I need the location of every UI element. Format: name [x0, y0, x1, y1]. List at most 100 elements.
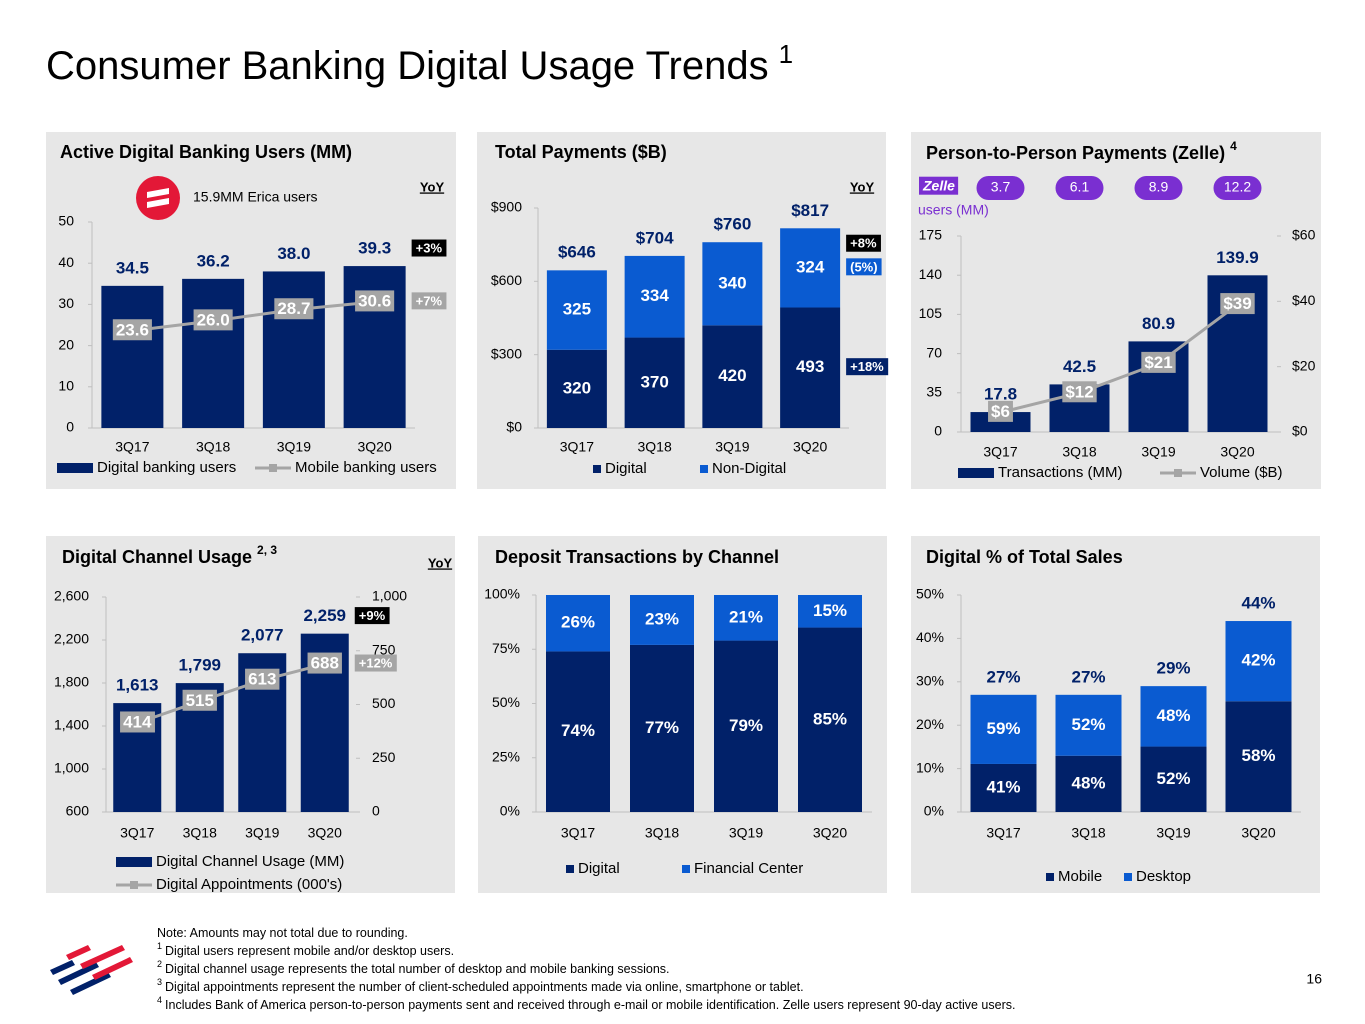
legend-marker: [269, 464, 277, 472]
bar: [182, 278, 245, 428]
line-value-label: 26.0: [197, 310, 230, 329]
y-tick-label: 40%: [916, 629, 944, 645]
legend-label: Digital: [578, 860, 620, 877]
x-tick-label: 3Q20: [1220, 444, 1254, 460]
y-tick-label: 75%: [492, 640, 520, 656]
x-tick-label: 3Q19: [729, 825, 763, 841]
y-tick-label: 0: [66, 419, 74, 435]
legend-swatch: [700, 465, 708, 473]
x-tick-label: 3Q18: [196, 439, 230, 455]
y-tick-label: 2,600: [54, 588, 89, 604]
y-tick-label: $300: [491, 345, 522, 361]
x-tick-label: 3Q19: [245, 825, 279, 841]
x-tick-label: 3Q20: [793, 439, 827, 455]
y2-tick-label: 750: [372, 641, 396, 657]
legend-swatch: [958, 468, 994, 478]
users-pill: [1134, 176, 1183, 200]
segment-value-label: 21%: [729, 607, 763, 626]
legend-label: Financial Center: [694, 860, 803, 877]
legend-label: Mobile banking users: [295, 459, 437, 476]
y-tick-label: 70: [926, 344, 942, 360]
y-tick-label: 35: [926, 384, 942, 400]
chart-title: Person-to-Person Payments (Zelle) 4: [926, 139, 1237, 163]
segment-value-label: 41%: [986, 777, 1020, 796]
chart-title-text: Digital Channel Usage: [62, 547, 252, 567]
y-tick-label: 140: [919, 266, 943, 282]
line: [1000, 303, 1239, 414]
users-value: 12.2: [1224, 179, 1251, 195]
x-tick-label: 3Q19: [1156, 825, 1190, 841]
y-tick-label: 0%: [500, 803, 520, 819]
x-tick-label: 3Q17: [115, 439, 149, 455]
line-value-label: 688: [311, 654, 339, 673]
line-label-box: [307, 652, 342, 674]
footnote-marker: 2: [157, 959, 162, 969]
segment-value-label: 23%: [645, 609, 679, 628]
legend-swatch: [1046, 873, 1054, 881]
segment-value-label: 77%: [645, 718, 679, 737]
legend-label: Desktop: [1136, 868, 1191, 885]
y-tick-label: 0%: [924, 803, 944, 819]
bar-segment: [970, 763, 1037, 812]
yoy-label: +7%: [416, 293, 443, 308]
erica-icon: [136, 176, 180, 220]
bar-segment: [546, 270, 607, 350]
y-tick-label: 20: [58, 336, 74, 352]
y-tick-label: 40: [58, 254, 74, 270]
legend-marker: [1174, 469, 1182, 477]
bar: [262, 271, 325, 428]
yoy-box: [354, 654, 397, 672]
legend-marker: [130, 881, 138, 889]
line: [132, 300, 375, 333]
bar-value-label: 80.9: [1142, 314, 1175, 333]
y2-tick-label: $0: [1292, 423, 1308, 439]
x-tick-label: 3Q18: [638, 439, 672, 455]
yoy-label: +3%: [416, 241, 443, 256]
line-label-box: [193, 309, 233, 331]
y2-tick-label: $60: [1292, 227, 1316, 243]
y-tick-label: 50%: [492, 694, 520, 710]
line-value-label: 414: [123, 712, 152, 731]
footnote-text: Digital users represent mobile and/or de…: [165, 944, 454, 958]
legend-label: Digital Appointments (000's): [156, 876, 342, 893]
bar-value-label: 1,613: [116, 676, 159, 695]
y2-tick-label: 0: [372, 803, 380, 819]
bar-value-label: 36.2: [197, 251, 230, 270]
y-tick-label: 10: [58, 378, 74, 394]
bar-value-label: 39.3: [358, 239, 391, 258]
segment-value-label: 325: [563, 300, 591, 319]
yoy-box: [846, 358, 889, 376]
segment-value-label: 48%: [1156, 706, 1190, 725]
bar-segment: [714, 640, 778, 812]
y-tick-label: 0: [934, 423, 942, 439]
line-label-box: [1141, 351, 1176, 373]
users-value: 6.1: [1070, 179, 1090, 195]
bar-segment: [1140, 746, 1207, 812]
segment-value-label: 370: [640, 372, 668, 391]
segment-value-label: 79%: [729, 716, 763, 735]
yoy-box: [846, 234, 881, 252]
y2-tick-label: $40: [1292, 292, 1316, 308]
users-pill: [976, 176, 1025, 200]
chart-title: Active Digital Banking Users (MM): [60, 142, 352, 162]
zelle-logo-box: [919, 176, 959, 195]
x-tick-label: 3Q20: [308, 825, 342, 841]
bar: [343, 266, 406, 428]
y-tick-label: 1,800: [54, 674, 89, 690]
bar-segment: [798, 627, 862, 812]
y-tick-label: 50%: [916, 586, 944, 602]
x-tick-label: 3Q18: [645, 825, 679, 841]
chart-title-text: Total Payments ($B): [495, 142, 667, 162]
yoy-label: +8%: [850, 236, 877, 251]
bar-value-label: 38.0: [277, 244, 310, 263]
y2-tick-label: 1,000: [372, 588, 407, 604]
y-tick-label: 10%: [916, 759, 944, 775]
footnote: 3 Digital appointments represent the numb…: [157, 977, 804, 994]
yoy-box: [411, 292, 447, 310]
line-value-label: 23.6: [116, 320, 149, 339]
bar-segment: [630, 595, 694, 645]
y-tick-label: 600: [66, 803, 90, 819]
footnote-marker: 3: [157, 977, 162, 987]
segment-value-label: 320: [563, 378, 591, 397]
